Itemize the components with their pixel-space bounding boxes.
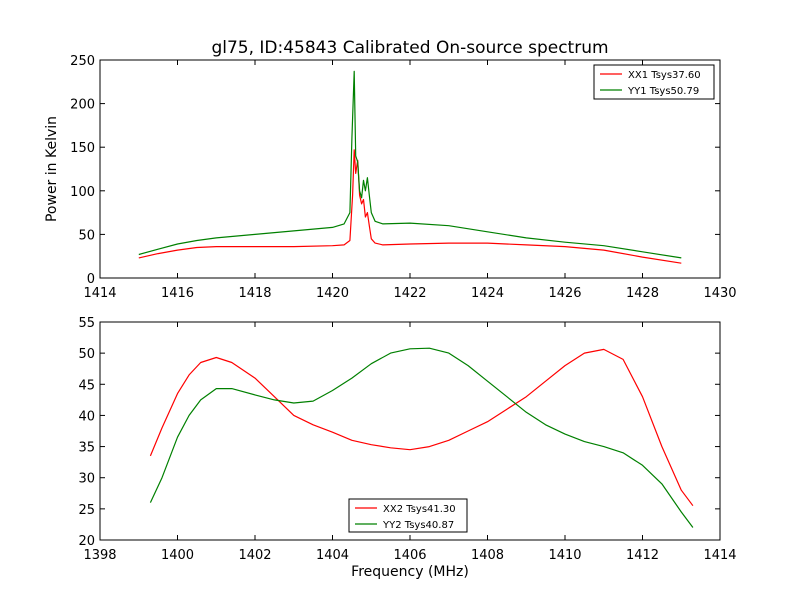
legend-label-yy1: YY1 Tsys50.79: [627, 86, 699, 97]
top-series-line-2: [138, 70, 682, 259]
bottom-x-tick-label: 1408: [471, 548, 504, 563]
top-y-tick-label: 100: [70, 185, 95, 200]
top-x-tick-label: 1426: [548, 286, 581, 301]
bottom-x-tick-label: 1398: [83, 548, 116, 563]
bottom-x-axis-label: Frequency (MHz): [351, 564, 469, 580]
bottom-legend: XX2 Tsys41.30 YY2 Tsys40.87: [348, 498, 468, 533]
top-x-tick-label: 1416: [161, 286, 194, 301]
bottom-y-tick-label: 25: [78, 503, 95, 518]
bottom-series-group: [149, 347, 694, 528]
top-x-tick-label: 1420: [316, 286, 349, 301]
top-y-tick-label: 150: [70, 141, 95, 156]
bottom-y-tick-label: 45: [78, 378, 95, 393]
bottom-y-tick-label: 35: [78, 441, 95, 456]
bottom-spectrum-chart: 1398 1400 1402 1404 1406 1408 1410 1412 1414 20 25…: [78, 316, 736, 580]
legend-label-xx2: XX2 Tsys41.30: [383, 504, 456, 515]
top-y-tick-label: 200: [70, 98, 95, 113]
bottom-x-tick-label: 1402: [238, 548, 271, 563]
top-legend: XX1 Tsys37.60 YY1 Tsys50.79: [593, 64, 715, 100]
top-y-tick-label: 50: [78, 228, 95, 243]
top-x-tick-label: 1422: [393, 286, 426, 301]
bottom-x-tick-label: 1400: [161, 548, 194, 563]
legend-label-xx1: XX1 Tsys37.60: [628, 70, 701, 81]
top-legend-box: [593, 64, 715, 100]
bottom-x-tick-label: 1406: [393, 548, 426, 563]
top-y-axis-label: Power in Kelvin: [44, 116, 60, 222]
top-y-tick-label: 250: [70, 54, 95, 69]
top-y-tick-label: 0: [87, 272, 95, 287]
top-x-tick-label: 1418: [238, 286, 271, 301]
top-axis-ticks: 1414 1416 1418 1420 1422 1424 1426 1428 1430 0 50 1…: [70, 54, 736, 301]
bottom-legend-box: [348, 498, 468, 533]
chart-title: gl75, ID:45843 Calibrated On-source spec…: [211, 38, 608, 58]
legend-label-yy2: YY2 Tsys40.87: [382, 520, 454, 531]
bottom-y-tick-label: 40: [78, 409, 95, 424]
bottom-y-tick-label: 30: [78, 472, 95, 487]
top-spectrum-chart: gl75, ID:45843 Calibrated On-source spec…: [44, 38, 737, 301]
top-x-tick-label: 1428: [626, 286, 659, 301]
bottom-x-tick-label: 1410: [548, 548, 581, 563]
bottom-series-line-1: [149, 348, 694, 507]
bottom-axis-ticks: 1398 1400 1402 1404 1406 1408 1410 1412 1414 20 25…: [78, 316, 736, 563]
bottom-y-tick-label: 55: [78, 316, 95, 331]
bottom-x-tick-label: 1414: [703, 548, 736, 563]
bottom-series-line-2: [149, 347, 694, 528]
top-x-tick-label: 1414: [83, 286, 116, 301]
top-x-tick-label: 1424: [471, 286, 504, 301]
bottom-y-tick-label: 50: [78, 347, 95, 362]
bottom-x-tick-label: 1404: [316, 548, 349, 563]
top-series-line-1: [138, 149, 682, 264]
top-x-tick-label: 1430: [703, 286, 736, 301]
top-series-group: [138, 70, 682, 264]
bottom-x-tick-label: 1412: [626, 548, 659, 563]
bottom-y-tick-label: 20: [78, 534, 95, 549]
